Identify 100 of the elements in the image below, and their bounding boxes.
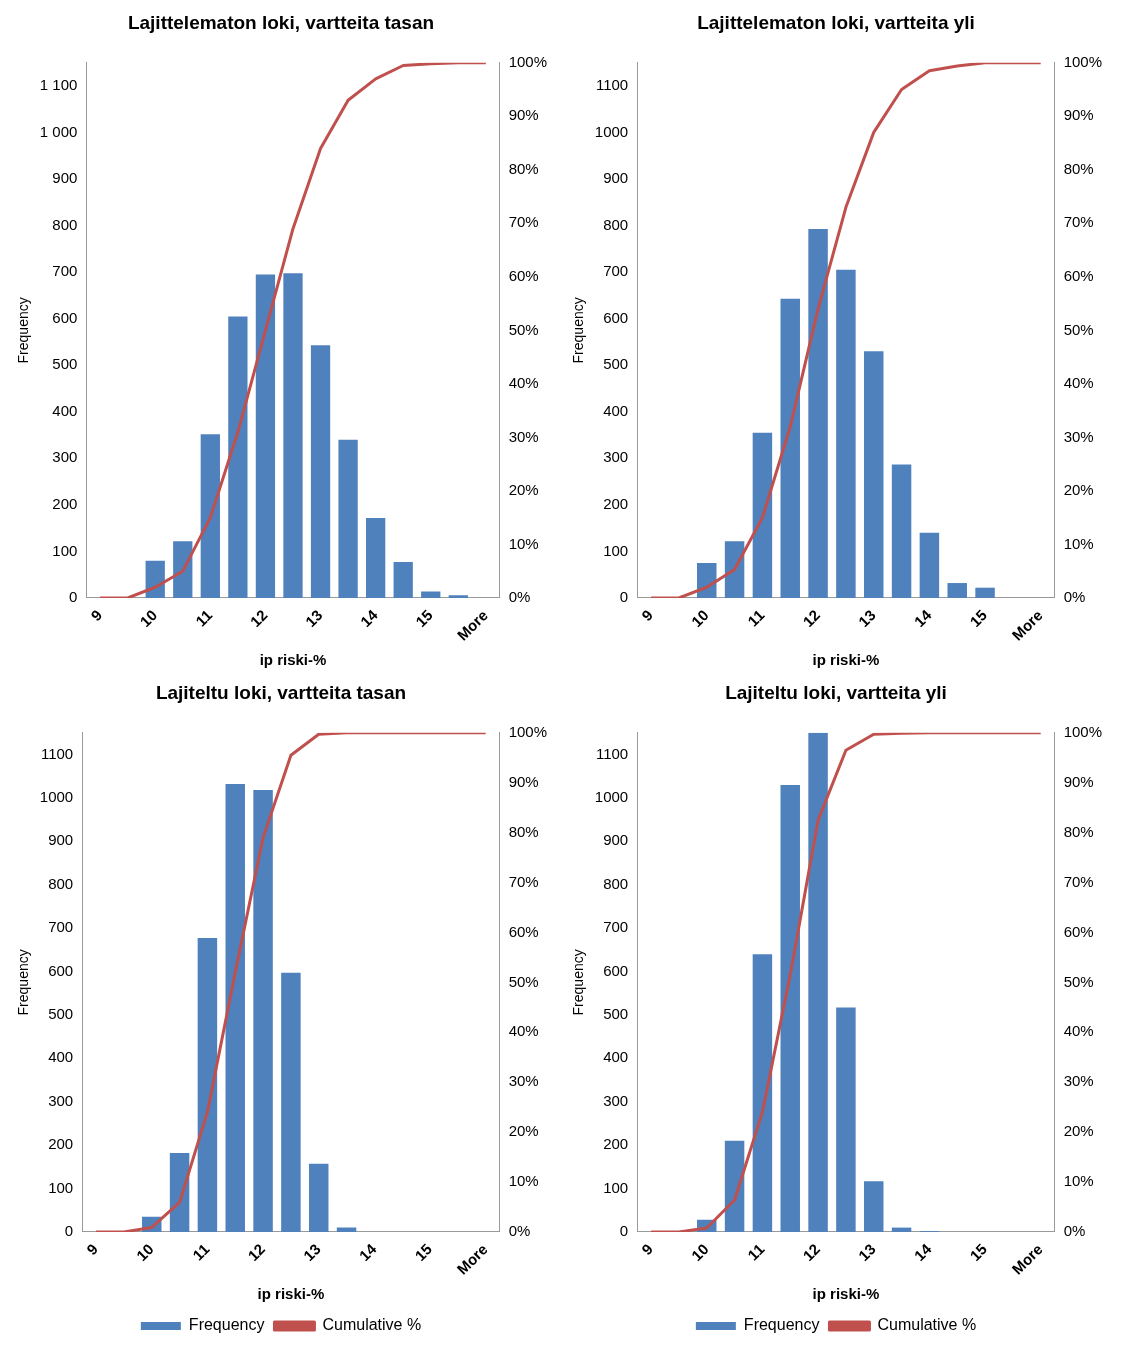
y-tick-label: 400 (52, 401, 78, 419)
bar (891, 464, 912, 598)
y2-tick-label: 50% (508, 972, 539, 990)
x-tick-label: 12 (799, 1240, 824, 1265)
x-tick-label: 13 (301, 606, 326, 631)
y2-tick-label: 20% (1063, 481, 1094, 499)
y2-tick-label: 30% (1063, 1072, 1094, 1090)
bar (310, 345, 331, 598)
y2-tick-label: 50% (1063, 972, 1094, 990)
x-tick-label: 12 (246, 606, 271, 631)
y-tick-label: 600 (603, 961, 629, 979)
y-tick-label: 800 (603, 874, 629, 892)
bar (752, 432, 773, 598)
y2-tick-label: 100% (1063, 52, 1103, 70)
y2-tick-label: 30% (1063, 427, 1094, 445)
bar (863, 1181, 884, 1232)
legend-label: Frequency (188, 1316, 265, 1334)
y2-tick-label: 40% (1063, 374, 1094, 392)
y2-tick-label: 40% (508, 374, 539, 392)
bar (863, 351, 884, 598)
x-axis-title: ip riski-% (259, 651, 327, 669)
y-tick-label: 100 (603, 541, 629, 559)
x-tick-label: 12 (799, 606, 824, 631)
y-tick-label: 1000 (594, 788, 629, 806)
bar (780, 298, 800, 598)
bar (975, 587, 995, 598)
bar (281, 972, 301, 1232)
y-tick-label: 500 (52, 355, 78, 373)
y-axis-title: Frequency (570, 297, 587, 364)
y2-tick-label: 90% (1063, 106, 1094, 124)
y2-tick-label: 70% (508, 872, 539, 890)
x-tick-label: 10 (687, 606, 712, 631)
x-tick-label: 13 (299, 1240, 324, 1265)
bar (225, 784, 245, 1232)
y-tick-label: 300 (603, 1091, 629, 1109)
y2-tick-label: 90% (508, 772, 539, 790)
y-tick-label: 900 (603, 169, 629, 187)
y-tick-label: 0 (619, 588, 629, 606)
x-tick-label: 10 (136, 606, 161, 631)
y2-tick-label: 30% (508, 1072, 539, 1090)
y2-tick-label: 10% (1063, 1172, 1094, 1190)
x-tick-label: 13 (854, 606, 879, 631)
y2-tick-label: 40% (1063, 1022, 1094, 1040)
bar (808, 228, 828, 598)
chart-title: Lajittelematon loki, vartteita tasan (127, 11, 435, 33)
bar (173, 541, 193, 598)
bar (780, 784, 800, 1232)
y-tick-label: 1000 (594, 122, 629, 140)
y2-tick-label: 70% (1063, 213, 1094, 231)
y-axis-title: Frequency (570, 949, 587, 1016)
y-tick-label: 400 (603, 1048, 629, 1066)
y-tick-label: 700 (603, 918, 629, 936)
x-tick-label: 15 (411, 1240, 436, 1265)
bar (200, 434, 220, 598)
x-tick-label: 14 (355, 1239, 380, 1265)
y-tick-label: 600 (52, 308, 78, 326)
bar (836, 1007, 856, 1232)
x-tick-label: 9 (638, 606, 657, 625)
bar (448, 595, 468, 598)
y-axis-title: Frequency (15, 949, 32, 1016)
y-tick-label: 700 (48, 918, 74, 936)
bar (197, 938, 218, 1232)
bar (308, 1163, 329, 1232)
y2-tick-label: 100% (508, 52, 548, 70)
bar (228, 316, 248, 598)
y2-tick-label: 100% (1063, 722, 1103, 740)
y2-tick-label: 80% (1063, 159, 1094, 177)
y-tick-label: 0 (619, 1222, 629, 1240)
bar (919, 532, 940, 598)
y-tick-label: 1000 (39, 788, 74, 806)
y-tick-label: 300 (603, 448, 629, 466)
y2-tick-label: 50% (508, 320, 539, 338)
x-tick-label: 11 (744, 1240, 768, 1264)
bar (255, 274, 276, 598)
bar (836, 269, 856, 598)
y-tick-label: 0 (68, 588, 78, 606)
y-tick-label: 100 (52, 541, 78, 559)
x-tick-label: 10 (687, 1240, 712, 1265)
bar (947, 583, 967, 598)
y-tick-label: 400 (603, 401, 629, 419)
y2-tick-label: 90% (508, 106, 539, 124)
y-tick-label: 400 (48, 1048, 74, 1066)
legend-label: Cumulative % (877, 1316, 977, 1334)
y2-tick-label: 50% (1063, 320, 1094, 338)
y2-tick-label: 60% (508, 266, 539, 284)
y-tick-label: 700 (603, 262, 629, 280)
y-tick-label: 1 100 (39, 76, 78, 94)
x-tick-label: 14 (356, 605, 382, 631)
x-tick-label: 15 (966, 606, 991, 631)
chart-title: Lajiteltu loki, vartteita yli (725, 681, 947, 703)
x-tick-label: 11 (189, 1240, 213, 1264)
x-axis-title: ip riski-% (812, 1285, 880, 1303)
bar (338, 439, 358, 598)
chart-title: Lajiteltu loki, vartteita tasan (155, 681, 407, 703)
x-tick-label: 12 (244, 1240, 269, 1265)
y-tick-label: 300 (48, 1091, 74, 1109)
legend-label: Frequency (743, 1316, 820, 1334)
x-tick-label: 11 (192, 606, 216, 630)
y2-tick-label: 10% (508, 1172, 539, 1190)
y-axis-title: Frequency (15, 297, 32, 364)
